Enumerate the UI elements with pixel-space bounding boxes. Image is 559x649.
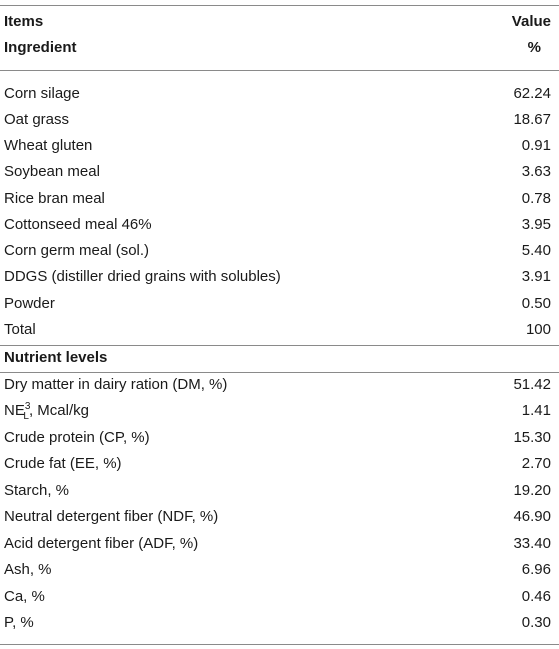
nutrient-value: 19.20 xyxy=(513,482,551,499)
table-row: Cottonseed meal 46% 3.95 xyxy=(0,212,559,238)
total-label: Total xyxy=(4,321,36,338)
ingredient-name: Corn germ meal (sol.) xyxy=(4,242,150,259)
table-row: Crude fat (EE, %) 2.70 xyxy=(0,451,559,477)
ingredient-value: 62.24 xyxy=(513,85,551,102)
nutrient-name: Dry matter in dairy ration (DM, %) xyxy=(4,376,228,393)
table-row: Rice bran meal 0.78 xyxy=(0,186,559,212)
nutrient-levels-heading: Nutrient levels xyxy=(4,349,108,366)
nutrient-value: 15.30 xyxy=(513,429,551,446)
table-row: Corn germ meal (sol.) 5.40 xyxy=(0,238,559,264)
table-row: Oat grass 18.67 xyxy=(0,107,559,133)
nutrient-value: 33.40 xyxy=(513,535,551,552)
value-header: Value xyxy=(511,13,551,30)
table-row: Soybean meal 3.63 xyxy=(0,159,559,185)
nutrient-value: 51.42 xyxy=(513,376,551,393)
nel-subscript: L xyxy=(23,411,29,422)
table-row: P, % 0.30 xyxy=(0,610,559,636)
ingredient-name: Rice bran meal xyxy=(4,190,105,207)
ingredient-header: Ingredient xyxy=(4,39,77,56)
items-header: Items xyxy=(4,13,44,30)
nutrient-value: 6.96 xyxy=(521,561,551,578)
ingredient-name: Soybean meal xyxy=(4,163,100,180)
table-row: DDGS (distiller dried grains with solubl… xyxy=(0,264,559,290)
header-rule xyxy=(0,70,559,71)
ingredient-name: Powder xyxy=(4,295,55,312)
ingredient-name: DDGS (distiller dried grains with solubl… xyxy=(4,268,281,285)
ingredient-value: 0.50 xyxy=(521,295,551,312)
nutrient-value: 0.46 xyxy=(521,588,551,605)
nutrient-name: P, % xyxy=(4,614,34,631)
nutrient-name: Acid detergent fiber (ADF, %) xyxy=(4,535,199,552)
ingredient-name: Cottonseed meal 46% xyxy=(4,216,152,233)
nutrient-name: Crude fat (EE, %) xyxy=(4,455,122,472)
top-rule xyxy=(0,5,559,6)
table-row: Corn silage 62.24 xyxy=(0,81,559,107)
table-row: Starch, % 19.20 xyxy=(0,478,559,504)
nutrient-value: 0.30 xyxy=(521,614,551,631)
bottom-rule xyxy=(0,644,559,645)
ingredient-value: 3.63 xyxy=(521,163,551,180)
nutrient-name: Starch, % xyxy=(4,482,70,499)
ingredient-name: Corn silage xyxy=(4,85,80,102)
nutrient-name-nel: NE3L, Mcal/kg xyxy=(4,398,89,426)
table-row: Crude protein (CP, %) 15.30 xyxy=(0,425,559,451)
ingredient-value: 5.40 xyxy=(521,242,551,259)
table-row: Wheat gluten 0.91 xyxy=(0,133,559,159)
nel-superscript: 3 xyxy=(24,401,31,412)
nel-base: NE xyxy=(4,402,25,419)
ingredient-value: 3.91 xyxy=(521,268,551,285)
nutrient-value: 1.41 xyxy=(521,402,551,419)
nutrient-name: Ash, % xyxy=(4,561,52,578)
table-row: Neutral detergent fiber (NDF, %) 46.90 xyxy=(0,504,559,530)
ingredient-name: Wheat gluten xyxy=(4,137,93,154)
section-rule-bottom xyxy=(0,372,559,373)
nutrient-value: 46.90 xyxy=(513,508,551,525)
ingredient-value: 0.91 xyxy=(521,137,551,154)
table-row: NE3L, Mcal/kg 1.41 xyxy=(0,398,559,424)
total-value: 100 xyxy=(525,321,551,338)
ingredient-value: 18.67 xyxy=(513,111,551,128)
percent-header: % xyxy=(527,39,541,56)
ingredient-value: 3.95 xyxy=(521,216,551,233)
ingredient-name: Oat grass xyxy=(4,111,70,128)
table-row: Ash, % 6.96 xyxy=(0,557,559,583)
section-rule xyxy=(0,345,559,346)
section-heading-row: Nutrient levels xyxy=(0,345,559,371)
total-row: Total 100 xyxy=(0,317,559,343)
table-row: Powder 0.50 xyxy=(0,291,559,317)
header-row-1: Items Value xyxy=(0,9,559,35)
nutrient-name: Crude protein (CP, %) xyxy=(4,429,150,446)
table-row: Dry matter in dairy ration (DM, %) 51.42 xyxy=(0,372,559,398)
nutrient-name: Neutral detergent fiber (NDF, %) xyxy=(4,508,219,525)
ingredient-value: 0.78 xyxy=(521,190,551,207)
nutrient-value: 2.70 xyxy=(521,455,551,472)
table-row: Acid detergent fiber (ADF, %) 33.40 xyxy=(0,531,559,557)
header-row-2: Ingredient % xyxy=(0,35,559,61)
nutrient-name: Ca, % xyxy=(4,588,45,605)
table-row: Ca, % 0.46 xyxy=(0,584,559,610)
nel-rest: , Mcal/kg xyxy=(28,402,89,419)
